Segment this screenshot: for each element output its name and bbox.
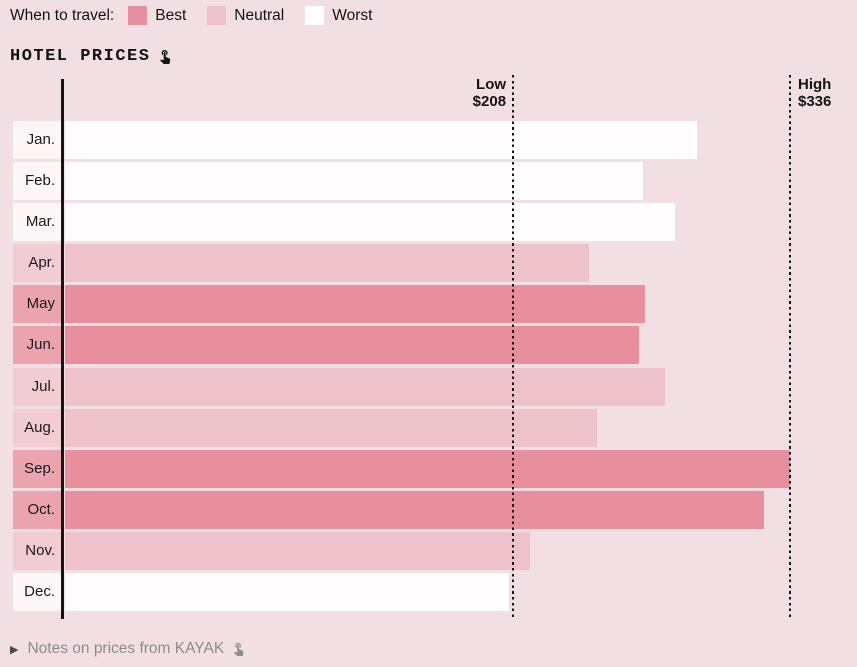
worst-swatch <box>305 6 325 25</box>
price-bar-worst[interactable] <box>65 121 697 159</box>
price-bar-best[interactable] <box>65 285 646 324</box>
month-label: Jun. <box>13 326 62 365</box>
neutral-swatch <box>207 6 227 25</box>
chart-row-nov: Nov. <box>0 531 857 570</box>
chart-row-jul: Jul. <box>0 367 857 406</box>
notes-label: Notes on prices from KAYAK <box>27 640 225 657</box>
month-label: May <box>13 285 62 324</box>
tap-icon[interactable] <box>157 48 173 64</box>
legend-item-label: Best <box>155 6 187 24</box>
low-reference-label: Low $208 <box>356 76 506 110</box>
chart-row-may: May <box>0 285 857 324</box>
tap-icon-gray <box>231 641 246 656</box>
chart-row-aug: Aug. <box>0 408 857 447</box>
chart-row-dec: Dec. <box>0 573 857 612</box>
chart-row-sep: Sep. <box>0 449 857 488</box>
price-bar-worst[interactable] <box>65 573 509 612</box>
legend-item-neutral: Neutral <box>207 6 284 25</box>
month-label: Sep. <box>13 449 62 488</box>
chart-row-oct: Oct. <box>0 490 857 529</box>
notes-expander[interactable]: ▶ Notes on prices from KAYAK <box>10 640 246 658</box>
chart-header: HOTEL PRICES <box>10 47 173 66</box>
chart-rows: Jan. Feb. Mar. Apr. May Jun. Jul. Aug. Sep. Oct. N… <box>0 121 857 614</box>
legend-item-best: Best <box>128 6 186 25</box>
best-swatch <box>128 6 148 25</box>
month-label: Dec. <box>13 573 62 612</box>
price-bar-neutral[interactable] <box>65 367 665 406</box>
price-bar-best[interactable] <box>65 449 790 488</box>
month-label: Nov. <box>13 531 62 570</box>
month-label: Aug. <box>13 408 62 447</box>
chart-title: HOTEL PRICES <box>10 47 151 66</box>
high-label: High <box>798 76 832 93</box>
high-reference-label: High $336 <box>798 76 831 110</box>
low-label: Low <box>476 76 507 93</box>
y-axis-line <box>61 79 64 619</box>
price-bar-neutral[interactable] <box>65 408 598 447</box>
price-bar-best[interactable] <box>65 490 765 529</box>
expander-arrow-icon: ▶ <box>10 643 19 656</box>
legend-title: When to travel: <box>10 6 115 24</box>
high-value: $336 <box>798 93 832 110</box>
price-bar-worst[interactable] <box>65 162 643 201</box>
hotel-prices-chart: Jan. Feb. Mar. Apr. May Jun. Jul. Aug. Sep. Oct. N… <box>0 75 857 623</box>
legend-item-label: Worst <box>332 6 373 24</box>
month-label: Jul. <box>13 367 62 406</box>
chart-row-jun: Jun. <box>0 326 857 365</box>
chart-row-jan: Jan. <box>0 121 857 159</box>
low-value: $208 <box>472 93 507 110</box>
high-reference-line <box>789 75 791 618</box>
legend-item-worst: Worst <box>305 6 372 25</box>
month-label: Apr. <box>13 244 62 283</box>
chart-row-apr: Apr. <box>0 244 857 283</box>
month-label: Oct. <box>13 490 62 529</box>
chart-row-mar: Mar. <box>0 203 857 242</box>
chart-row-feb: Feb. <box>0 162 857 201</box>
month-label: Jan. <box>13 121 62 159</box>
price-bar-neutral[interactable] <box>65 531 531 570</box>
month-label: Feb. <box>13 162 62 201</box>
travel-legend: When to travel: Best Neutral Worst <box>10 6 393 25</box>
low-reference-line <box>512 75 515 618</box>
price-bar-neutral[interactable] <box>65 244 589 283</box>
price-bar-best[interactable] <box>65 326 639 365</box>
price-bar-worst[interactable] <box>65 203 676 242</box>
month-label: Mar. <box>13 203 62 242</box>
legend-item-label: Neutral <box>234 6 285 24</box>
